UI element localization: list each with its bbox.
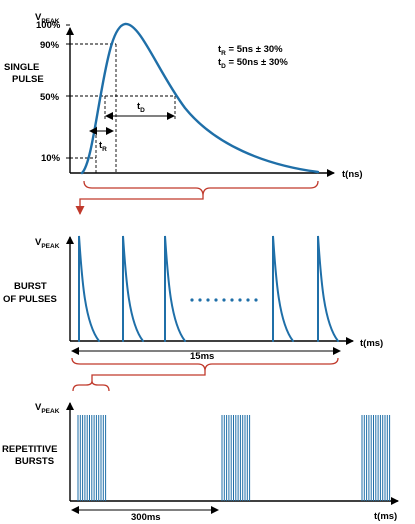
p2-dot <box>214 298 218 302</box>
p3-side-label-1: REPETITIVE <box>2 444 57 455</box>
p2-dot <box>238 298 242 302</box>
p3-x-label: t(ms) <box>374 511 397 522</box>
p2-dot <box>246 298 250 302</box>
p3-burst-group <box>221 415 251 501</box>
p3-burst-group <box>361 415 391 501</box>
p1-side-label-2: PULSE <box>12 74 44 85</box>
p2-small-red-bracket <box>72 380 110 392</box>
p2-dot <box>198 298 202 302</box>
p1-spec-rise: tR = 5ns ± 30% <box>218 44 283 57</box>
p1-y-label: VPEAK <box>35 12 60 25</box>
p2-pulses <box>78 235 339 342</box>
burst-panel: VPEAK t(ms) BURST OF PULSES 15ms <box>3 235 383 392</box>
p2-side-label-2: OF PULSES <box>3 294 57 305</box>
p2-dots <box>190 298 258 302</box>
p3-span-label: 300ms <box>131 512 161 523</box>
p2-span-label: 15ms <box>190 351 214 362</box>
p2-dot <box>206 298 210 302</box>
single-pulse-panel: VPEAK t(ns) SINGLE PULSE 100% 90% 50% 10… <box>4 12 363 215</box>
p1-tick-10: 10% <box>41 153 61 164</box>
p1-x-label: t(ns) <box>342 169 363 180</box>
p2-to-p3-connector <box>91 371 206 381</box>
p3-burst-group <box>77 415 107 501</box>
p2-pulse <box>317 235 339 342</box>
p3-side-label-2: BURSTS <box>15 456 54 467</box>
p2-pulse <box>272 235 294 342</box>
p2-x-label: t(ms) <box>360 338 383 349</box>
p1-red-bracket <box>83 180 319 197</box>
p2-pulse <box>164 235 186 342</box>
p2-dot <box>254 298 258 302</box>
p2-dot <box>230 298 234 302</box>
p3-y-label: VPEAK <box>35 402 60 415</box>
repetitive-bursts-panel: VPEAK t(ms) REPETITIVE BURSTS 300ms <box>2 402 399 523</box>
p1-spec-decay: tD = 50ns ± 30% <box>218 57 288 70</box>
p1-tick-90: 90% <box>40 40 60 51</box>
p1-rise-label: tR <box>99 140 107 153</box>
p1-decay-label: tD <box>137 101 145 114</box>
p2-side-label-1: BURST <box>14 281 47 292</box>
p1-side-label-1: SINGLE <box>4 62 39 73</box>
p3-burst-groups <box>77 415 391 501</box>
p2-dot <box>222 298 226 302</box>
p1-tick-100: 100% <box>36 20 61 31</box>
p2-dot <box>190 298 194 302</box>
p2-pulse <box>122 235 144 342</box>
p1-to-p2-connector <box>75 196 204 215</box>
p2-y-label: VPEAK <box>35 237 60 250</box>
p1-single-pulse-waveform <box>80 22 320 175</box>
p1-tick-50: 50% <box>40 92 60 103</box>
p2-pulse <box>78 235 100 342</box>
